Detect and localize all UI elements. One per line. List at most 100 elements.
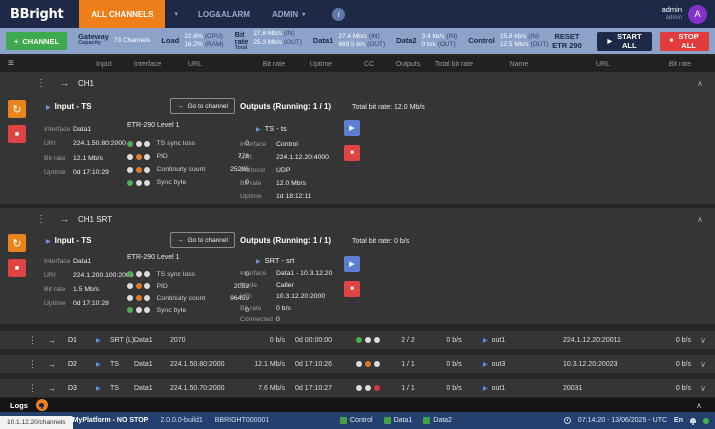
interface-cell: Data1 — [134, 384, 153, 392]
table-header: ≡ Input Interface URL Bit rate Uptime CC… — [0, 56, 715, 72]
restart-button[interactable]: ↻ — [8, 234, 26, 252]
channel-row-d1[interactable]: ⋮ → D1 ▶ SRT (L) Data1 2070 0 b/s 0d 00:… — [0, 331, 715, 349]
language-selector[interactable]: En — [674, 417, 683, 424]
channel-row-d2[interactable]: ⋮ → D2 ▶ TS Data1 224.1.50.80:2000 12.1 … — [0, 355, 715, 373]
output-bitrate-cell: 0 b/s — [675, 360, 691, 368]
nav-admin[interactable]: ADMIN ▾ — [272, 10, 305, 19]
total-bitrate-cell: 0 b/s — [446, 336, 462, 344]
output-name-cell: ▶ out1 — [483, 384, 506, 392]
total-bitrate: Total bit rate: 0 b/s — [352, 238, 410, 245]
add-channel-button[interactable]: + CHANNEL — [6, 32, 68, 50]
play-icon: ▶ — [46, 239, 51, 245]
expand-chevron-icon[interactable]: ∨ — [700, 359, 706, 369]
col-cc: CC — [363, 60, 375, 68]
go-to-channel-button[interactable]: → Go to channel — [170, 98, 235, 114]
app-logo: BBright — [10, 6, 64, 22]
col-url: URL — [188, 60, 203, 68]
status-led — [135, 166, 142, 173]
status-led — [144, 307, 150, 313]
collapse-chevron-icon[interactable]: ∧ — [697, 78, 703, 88]
status-square-icon — [383, 417, 391, 424]
user-menu[interactable]: admin admin A — [662, 4, 707, 24]
plus-icon: + — [14, 36, 19, 46]
output-play-button[interactable]: ▶ — [344, 256, 360, 272]
status-led — [135, 179, 142, 186]
play-icon[interactable]: ▶ — [96, 337, 101, 344]
browser-link-tooltip: 10.1.12.20/channels — [0, 416, 73, 429]
nav-log-alarm[interactable]: LOG&ALARM — [197, 9, 250, 19]
stop-all-button[interactable]: ■ STOP ALL — [659, 31, 709, 51]
output-stop-button[interactable]: ■ — [344, 281, 360, 297]
etr-title: ETR-290 Level 1 — [127, 254, 180, 261]
goto-arrow-icon[interactable]: → — [60, 78, 69, 88]
status-led — [144, 166, 150, 173]
nav-admin-label: ADMIN — [271, 9, 299, 19]
logs-bar[interactable]: Logs ∧ — [0, 398, 715, 412]
info-icon[interactable]: i — [332, 7, 346, 21]
channel-header[interactable]: ⋮ → CH1 SRT ∧ — [0, 208, 715, 230]
outputs-count: 2 / 2 — [401, 336, 415, 344]
kebab-menu-icon[interactable]: ⋮ — [28, 382, 37, 393]
go-to-channel-button[interactable]: → Go to channel — [170, 232, 235, 248]
play-icon[interactable]: ▶ — [96, 385, 101, 392]
expand-chevron-icon[interactable]: ∨ — [700, 383, 706, 393]
notifications-bell-icon[interactable] — [690, 418, 696, 425]
output-actions: ▶ ■ — [344, 256, 360, 297]
stop-button[interactable]: ■ — [8, 125, 26, 143]
goto-arrow-icon[interactable]: → — [48, 359, 56, 369]
stop-button[interactable]: ■ — [8, 259, 26, 277]
hamburger-icon[interactable]: ≡ — [8, 58, 14, 69]
status-led — [365, 385, 371, 391]
status-led — [127, 166, 133, 173]
chevron-down-icon[interactable]: ▾ — [174, 11, 178, 18]
play-icon: ▶ — [256, 259, 261, 265]
cc-leds — [347, 385, 391, 391]
kebab-menu-icon[interactable]: ⋮ — [36, 213, 46, 225]
stop-icon: ■ — [669, 38, 674, 44]
goto-arrow-icon[interactable]: → — [60, 214, 69, 224]
expand-chevron-icon[interactable]: ∨ — [700, 335, 706, 345]
output-bitrate-cell: 0 b/s — [675, 336, 691, 344]
channel-name: D3 — [68, 384, 77, 392]
play-icon: ▶ — [256, 127, 261, 133]
goto-arrow-icon[interactable]: → — [48, 335, 56, 345]
outputs-section-title: Outputs (Running: 1 / 1) — [240, 102, 332, 111]
play-icon[interactable]: ▶ — [96, 361, 101, 368]
kebab-menu-icon[interactable]: ⋮ — [28, 334, 37, 345]
status-led — [127, 295, 133, 301]
play-icon[interactable]: ▶ — [483, 337, 488, 344]
channel-header[interactable]: ⋮ → CH1 ∧ — [0, 72, 715, 94]
avatar[interactable]: A — [688, 4, 707, 24]
restart-button[interactable]: ↻ — [8, 100, 26, 118]
reset-etr-button[interactable]: RESET ETR 290 — [549, 32, 586, 50]
alarm-badge[interactable] — [35, 399, 48, 411]
output-name-cell: ▶ out1 — [483, 336, 506, 344]
status-led — [374, 385, 380, 391]
etr-row: PID 776 — [127, 150, 249, 163]
nav-all-channels[interactable]: ALL CHANNELS — [79, 0, 166, 28]
etr-290-panel: ETR-290 Level 1 TS sync loss 0 PID 776 Con… — [127, 122, 249, 189]
cc-leds — [347, 361, 391, 367]
channel-actions: ↻ ■ — [8, 100, 26, 143]
play-icon[interactable]: ▶ — [483, 361, 488, 368]
expand-logs-chevron-icon[interactable]: ∧ — [696, 400, 702, 410]
kebab-menu-icon[interactable]: ⋮ — [28, 358, 37, 369]
stop-icon: ■ — [14, 130, 20, 138]
kebab-menu-icon[interactable]: ⋮ — [36, 77, 46, 89]
output-play-button[interactable]: ▶ — [344, 120, 360, 136]
play-icon[interactable]: ▶ — [483, 385, 488, 392]
goto-arrow-icon[interactable]: → — [48, 383, 56, 393]
collapse-chevron-icon[interactable]: ∧ — [697, 214, 703, 224]
col-out-bitrate: Bit rate — [668, 60, 691, 68]
indicator-data1: Data1 — [383, 417, 412, 424]
interface-cell: Data1 — [134, 360, 153, 368]
output-stop-button[interactable]: ■ — [344, 145, 360, 161]
etr-row: Sync byte 0 — [127, 304, 249, 316]
input-section-title: ▶ Input - TS — [46, 236, 92, 245]
url-cell: 224.1.50.80:2000 — [170, 360, 225, 368]
bitrate-cell: 0 b/s — [269, 336, 285, 344]
start-all-button[interactable]: ▶ START ALL — [597, 31, 652, 51]
restart-icon: ↻ — [12, 237, 22, 250]
indicator-control: Control — [340, 417, 373, 424]
channel-row-d3[interactable]: ⋮ → D3 ▶ TS Data1 224.1.50.70:2000 7.6 M… — [0, 379, 715, 397]
